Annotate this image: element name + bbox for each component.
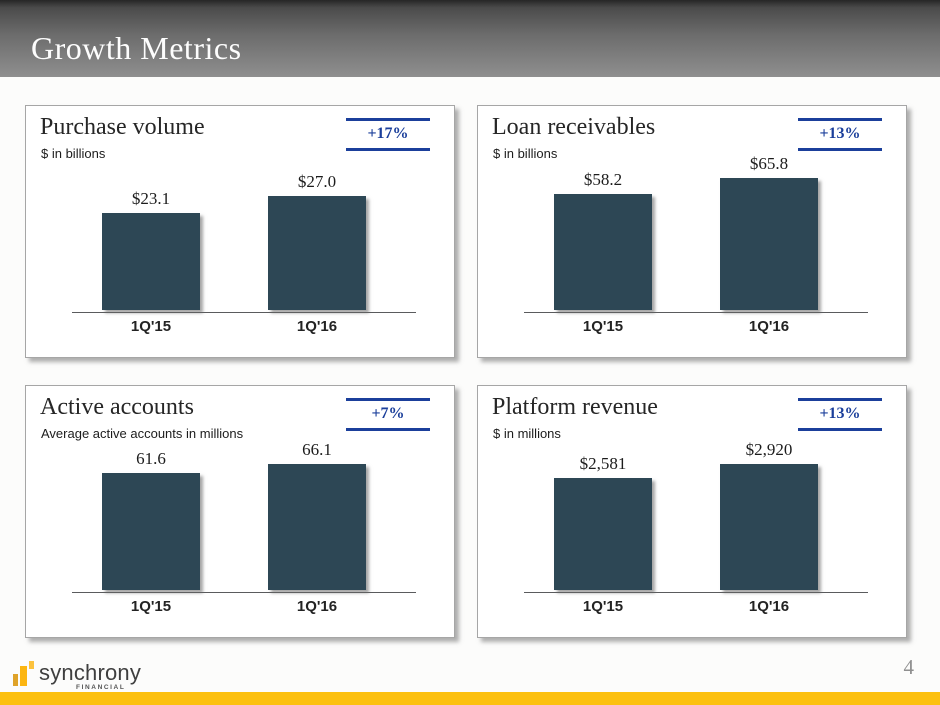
growth-percent-badge: +7%	[346, 398, 430, 431]
footer-gold-bar	[0, 692, 940, 705]
bar-value-label: $27.0	[297, 172, 337, 191]
bar-value-label: $2,920	[745, 440, 793, 459]
slide-title: Growth Metrics	[31, 30, 242, 66]
x-axis-label: 1Q'15	[582, 318, 624, 335]
bar-1q16	[268, 196, 366, 310]
x-axis-label: 1Q'15	[130, 598, 172, 615]
page-number: 4	[903, 655, 915, 679]
chart-subtitle: Average active accounts in millions	[41, 426, 244, 441]
x-axis-label: 1Q'15	[130, 318, 172, 335]
bar-1q15	[102, 213, 200, 310]
bar-column-1q16: $2,920	[720, 440, 818, 590]
bar-1q16	[720, 178, 818, 310]
growth-percent-badge: +13%	[798, 118, 882, 151]
x-axis-line	[72, 592, 416, 593]
logo-sub-text: FINANCIAL	[76, 684, 126, 691]
bar-value-label: $65.8	[749, 154, 789, 173]
chart-title: Active accounts	[40, 394, 194, 420]
bar-value-label: 61.6	[136, 449, 166, 468]
x-axis-line	[524, 592, 868, 593]
growth-percent-badge: +13%	[798, 398, 882, 431]
x-axis-line	[524, 312, 868, 313]
slide-header: Growth Metrics	[0, 0, 940, 77]
chart-panel-loan-receivables: Loan receivables $ in billions +13% $58.…	[477, 105, 907, 358]
synchrony-logo: synchrony FINANCIAL	[12, 659, 162, 693]
synchrony-bars-icon	[12, 661, 36, 691]
bar-column-1q15: $58.2	[554, 170, 652, 310]
x-axis-label: 1Q'16	[296, 318, 338, 335]
chart-title: Loan receivables	[492, 114, 656, 140]
x-axis-label: 1Q'15	[582, 598, 624, 615]
bar-value-label: $58.2	[583, 170, 623, 189]
bar-1q15	[554, 194, 652, 310]
chart-title: Purchase volume	[40, 114, 205, 140]
bar-1q15	[102, 473, 200, 590]
bar-1q16	[268, 464, 366, 590]
bar-column-1q16: $65.8	[720, 154, 818, 310]
bar-column-1q15: $2,581	[554, 454, 652, 590]
chart-panel-purchase-volume: Purchase volume $ in billions +17% $23.1…	[25, 105, 455, 358]
x-axis-label: 1Q'16	[296, 598, 338, 615]
chart-subtitle: $ in millions	[493, 426, 561, 441]
logo-brand-text: synchrony	[39, 660, 142, 685]
bar-1q16	[720, 464, 818, 590]
chart-subtitle: $ in billions	[41, 146, 106, 161]
bar-value-label: $23.1	[131, 189, 171, 208]
chart-panel-platform-revenue: Platform revenue $ in millions +13% $2,5…	[477, 385, 907, 638]
chart-subtitle: $ in billions	[493, 146, 558, 161]
bar-value-label: $2,581	[579, 454, 627, 473]
growth-percent-badge: +17%	[346, 118, 430, 151]
bar-column-1q15: $23.1	[102, 189, 200, 310]
chart-title: Platform revenue	[492, 394, 658, 420]
chart-panel-active-accounts: Active accounts Average active accounts …	[25, 385, 455, 638]
bar-column-1q16: $27.0	[268, 172, 366, 310]
x-axis-label: 1Q'16	[748, 318, 790, 335]
bar-value-label: 66.1	[302, 440, 332, 459]
bar-column-1q15: 61.6	[102, 449, 200, 590]
x-axis-line	[72, 312, 416, 313]
x-axis-label: 1Q'16	[748, 598, 790, 615]
bar-column-1q16: 66.1	[268, 440, 366, 590]
bar-1q15	[554, 478, 652, 590]
